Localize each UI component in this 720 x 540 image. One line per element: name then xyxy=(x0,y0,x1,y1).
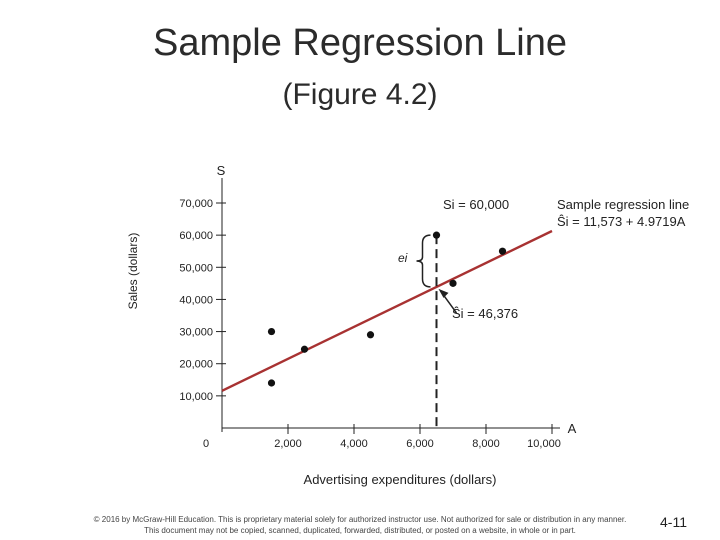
regression-label-line-1: Sample regression line xyxy=(557,197,689,212)
copyright-footer: © 2016 by McGraw-Hill Education. This is… xyxy=(60,514,660,536)
data-point xyxy=(498,247,507,255)
data-point xyxy=(432,231,441,239)
regression-line xyxy=(221,229,553,392)
x-tick-label: 8,000 xyxy=(472,438,500,450)
observed-value-label: Si = 60,000 xyxy=(443,197,509,212)
data-point xyxy=(267,379,276,387)
fitted-arrow-head xyxy=(438,288,449,298)
data-point xyxy=(267,327,276,336)
fitted-value-label: Ŝi = 46,376 xyxy=(452,306,518,321)
residual-label: ei xyxy=(398,251,408,265)
x-tick-label: 10,000 xyxy=(527,438,561,450)
x-tick-label: 0 xyxy=(203,438,209,450)
data-point xyxy=(449,279,457,287)
footer-line-1: © 2016 by McGraw-Hill Education. This is… xyxy=(93,515,627,524)
residual-brace xyxy=(416,234,431,288)
y-tick-label: 70,000 xyxy=(179,198,213,210)
data-point xyxy=(366,331,375,339)
footer-line-2: This document may not be copied, scanned… xyxy=(144,526,576,535)
regression-label-line-2: Ŝi = 11,573 + 4.9719A xyxy=(557,214,686,229)
data-point xyxy=(300,345,309,353)
slide-title: Sample Regression Line xyxy=(152,22,567,64)
x-axis-letter: A xyxy=(568,421,577,436)
y-tick-label: 30,000 xyxy=(179,327,213,339)
y-tick-label: 40,000 xyxy=(179,294,213,306)
y-tick-label: 60,000 xyxy=(179,230,213,242)
x-axis-title: Advertising expenditures (dollars) xyxy=(304,472,497,487)
y-tick-label: 20,000 xyxy=(179,359,213,371)
y-axis-letter: S xyxy=(217,163,226,178)
x-tick-label: 2,000 xyxy=(274,438,302,450)
y-tick-label: 10,000 xyxy=(179,391,213,403)
slide-subtitle: (Figure 4.2) xyxy=(282,78,438,111)
marks-group xyxy=(221,229,553,428)
y-axis-title: Sales (dollars) xyxy=(126,233,140,310)
y-tick-label: 50,000 xyxy=(179,262,213,274)
x-tick-label: 6,000 xyxy=(406,438,434,450)
x-tick-label: 4,000 xyxy=(340,438,368,450)
slide-number: 4-11 xyxy=(660,514,687,530)
labels-group: S A 10,000 20,000 30,000 40,000 50,000 60,000 70… xyxy=(126,163,689,487)
